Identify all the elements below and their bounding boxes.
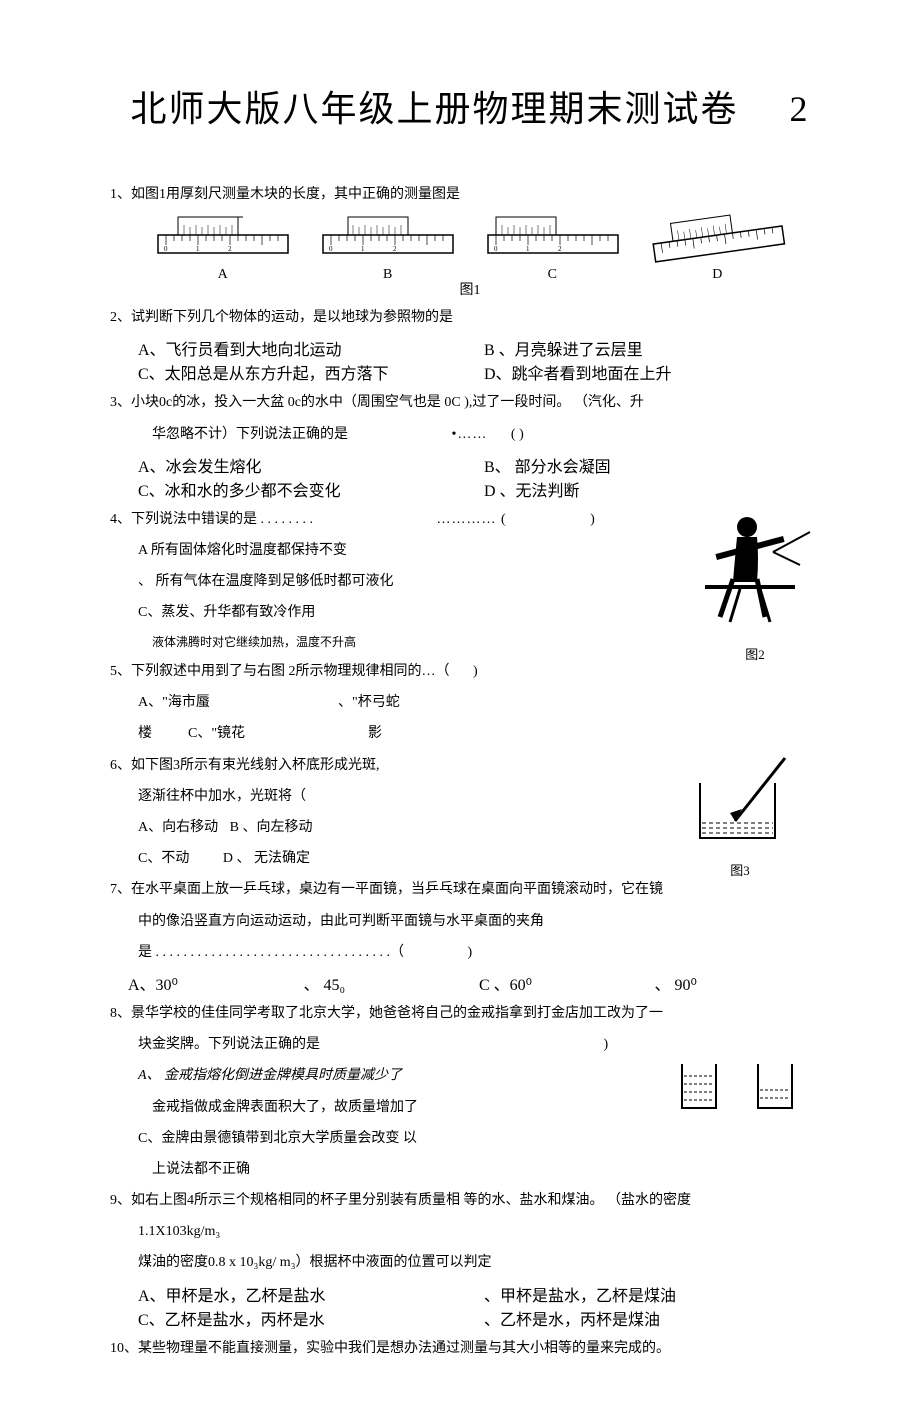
q9-option-c: C、乙杯是盐水，丙杯是水 bbox=[138, 1306, 484, 1330]
q8-paren: ) bbox=[604, 1037, 609, 1052]
q5-paren: ) bbox=[473, 664, 478, 679]
q3-stem2: 华忽略不计）下列说法正确的是 bbox=[152, 427, 348, 442]
q8-option-d: 上说法都不正确 bbox=[110, 1157, 830, 1182]
label-a: A bbox=[218, 267, 228, 283]
q3-option-c: C、冰和水的多少都不会变化 bbox=[138, 477, 484, 501]
q9-option-a: A、甲杯是水，乙杯是盐水 bbox=[138, 1282, 484, 1306]
question-10: 10、某些物理量不能直接测量，实验中我们是想办法通过测量与其大小相等的量来完成的… bbox=[110, 1336, 830, 1361]
q7-option-a: A、30⁰ bbox=[128, 971, 304, 995]
svg-text:2: 2 bbox=[228, 245, 232, 253]
q6-option-d: D 、 无法确定 bbox=[223, 851, 310, 866]
question-3: 3、小块0c的冰，投入一大盆 0c的水中（周围空气也是 0C ),过了一段时间。… bbox=[110, 390, 830, 415]
q2-option-c: C、太阳总是从东方升起，西方落下 bbox=[138, 360, 484, 384]
q3-option-b: B、 部分水会凝固 bbox=[484, 453, 830, 477]
svg-text:0: 0 bbox=[329, 245, 333, 253]
q7-paren: ) bbox=[468, 945, 473, 960]
q8-option-c: C、金牌由景德镇带到北京大学质量会改变 以 bbox=[110, 1126, 830, 1151]
figure-1-row: 0 1 2 bbox=[110, 213, 830, 263]
question-2: 2、试判断下列几个物体的运动，是以地球为参照物的是 bbox=[110, 305, 830, 330]
q7-option-c: C 、60⁰ bbox=[479, 971, 655, 995]
q9-stem3: 煤油的密度0.8 x 10₃kg/ m₃）根据杯中液面的位置可以判定 bbox=[110, 1250, 830, 1275]
q2-option-b: B 、月亮躲进了云层里 bbox=[484, 336, 830, 360]
svg-text:1: 1 bbox=[196, 245, 200, 253]
ruler-option-b: 0 1 2 bbox=[313, 213, 463, 263]
q4-dots: ………… ( bbox=[437, 512, 507, 527]
q5-option-c: C、"镜花 bbox=[188, 721, 368, 746]
q4-option-d: 液体沸腾时对它继续加热，温度不升高 bbox=[110, 632, 830, 654]
q3-option-a: A、冰会发生熔化 bbox=[138, 453, 484, 477]
q4-option-b: 、 所有气体在温度降到足够低时都可液化 bbox=[110, 569, 830, 594]
q6-option-c: C、不动 bbox=[138, 851, 189, 866]
q2-option-a: A、飞行员看到大地向北运动 bbox=[138, 336, 484, 360]
label-b: B bbox=[383, 267, 392, 283]
ruler-option-c: 0 1 2 bbox=[478, 213, 628, 263]
question-8: 8、景华学校的佳佳同学考取了北京大学，她爸爸将自己的金戒指拿到打金店加工改为了一 bbox=[110, 1001, 830, 1026]
q9-option-d: 、乙杯是水，丙杯是煤油 bbox=[484, 1306, 830, 1330]
q7-option-b: 、 45₀ bbox=[304, 971, 480, 995]
q6-stem2: 逐渐往杯中加水，光斑将（ bbox=[110, 784, 830, 809]
q3-paren: ( ) bbox=[511, 427, 524, 442]
label-c: C bbox=[548, 267, 557, 283]
label-d: D bbox=[712, 267, 722, 283]
title-number: 2 bbox=[790, 89, 810, 129]
q8-option-b: 金戒指做成金牌表面积大了，故质量增加了 bbox=[110, 1095, 830, 1120]
q6-option-b: B 、向左移动 bbox=[230, 820, 313, 835]
svg-text:0: 0 bbox=[494, 245, 498, 253]
q4-option-a: A 所有固体熔化时温度都保持不变 bbox=[110, 538, 830, 563]
q8-stem2: 块金奖牌。下列说法正确的是 bbox=[138, 1037, 320, 1052]
q9-stem2: 1.1X103kg/m₃ bbox=[110, 1219, 830, 1244]
q7-stem3: 是 . . . . . . . . . . . . . . . . . . . … bbox=[138, 945, 404, 960]
q8-option-a: A、 金戒指熔化倒进金牌模具时质量减少了 bbox=[110, 1063, 830, 1088]
svg-text:2: 2 bbox=[393, 245, 397, 253]
q4-option-c: C、蒸发、升华都有致冷作用 bbox=[110, 600, 830, 625]
q6-option-a: A、向右移动 bbox=[138, 820, 218, 835]
page-title: 北师大版八年级上册物理期末测试卷 bbox=[130, 89, 738, 129]
q2-option-d: D、跳伞者看到地面在上升 bbox=[484, 360, 830, 384]
q5-b2: 影 bbox=[368, 721, 382, 746]
svg-text:1: 1 bbox=[526, 245, 530, 253]
q3-option-d: D 、无法判断 bbox=[484, 477, 830, 501]
svg-text:1: 1 bbox=[361, 245, 365, 253]
question-6: 6、如下图3所示有束光线射入杯底形成光斑, bbox=[110, 753, 830, 778]
ruler-option-a: 0 1 2 bbox=[148, 213, 298, 263]
question-9: 9、如右上图4所示三个规格相同的杯子里分别装有质量相 等的水、盐水和煤油。 （盐… bbox=[110, 1188, 830, 1213]
q7-stem2: 中的像沿竖直方向运动运动，由此可判断平面镜与水平桌面的夹角 bbox=[110, 909, 830, 934]
q5-a2: 楼 bbox=[138, 721, 188, 746]
svg-text:0: 0 bbox=[164, 245, 168, 253]
q7-option-d: 、 90⁰ bbox=[655, 971, 831, 995]
question-1: 1、如图1用厚刻尺测量木块的长度，其中正确的测量图是 bbox=[110, 182, 830, 207]
q9-option-b: 、甲杯是盐水，乙杯是煤油 bbox=[484, 1282, 830, 1306]
q5-option-b: 、"杯弓蛇 bbox=[338, 690, 400, 715]
question-7: 7、在水平桌面上放一乒乓球，桌边有一平面镜，当乒乓球在桌面向平面镜滚动时，它在镜 bbox=[110, 877, 830, 902]
ruler-option-d bbox=[643, 213, 793, 263]
q3-dots: •…… bbox=[452, 427, 488, 442]
question-4: 4、下列说法中错误的是 . . . . . . . . bbox=[110, 512, 313, 527]
svg-text:2: 2 bbox=[558, 245, 562, 253]
question-5: 5、下列叙述中用到了与右图 2所示物理规律相同的…（ bbox=[110, 664, 450, 679]
q4-paren: ) bbox=[590, 512, 595, 527]
q5-option-a: A、"海市蜃 bbox=[138, 690, 338, 715]
